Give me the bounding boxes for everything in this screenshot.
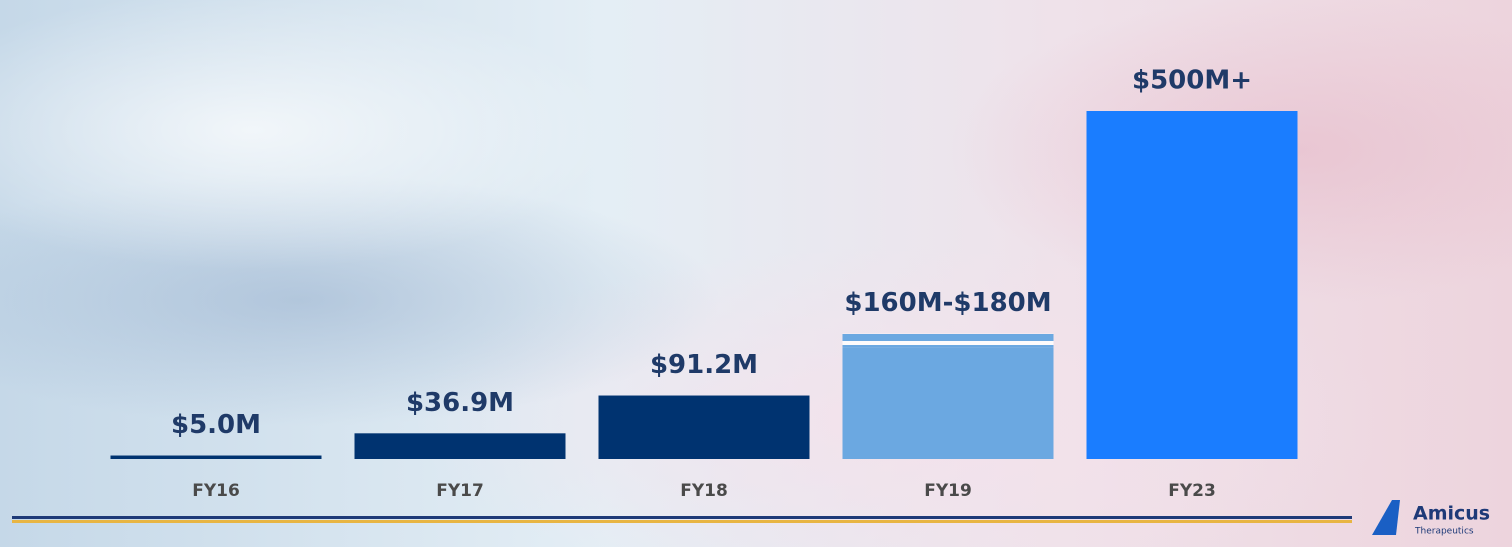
x-tick-label: FY19 bbox=[924, 481, 972, 501]
value-label: $5.0M bbox=[171, 410, 261, 440]
x-tick-label: FY23 bbox=[1168, 481, 1216, 501]
bar bbox=[110, 455, 322, 459]
footer-rule bbox=[12, 520, 1352, 523]
value-label: $36.9M bbox=[406, 388, 514, 418]
bar bbox=[842, 347, 1054, 459]
footer-rule bbox=[12, 516, 1352, 519]
logo-tagline: Therapeutics bbox=[1414, 527, 1474, 537]
value-label: $160M-$180M bbox=[844, 288, 1051, 318]
x-tick-label: FY16 bbox=[192, 481, 240, 501]
value-label: $91.2M bbox=[650, 350, 758, 380]
bar bbox=[598, 395, 810, 459]
bar bbox=[354, 433, 566, 459]
x-tick-label: FY18 bbox=[680, 481, 728, 501]
logo-name: Amicus bbox=[1413, 503, 1490, 525]
x-tick-label: FY17 bbox=[436, 481, 484, 501]
logo-mark bbox=[1372, 500, 1400, 535]
value-label: $500M+ bbox=[1132, 66, 1252, 96]
bar bbox=[1086, 111, 1298, 459]
bar-range bbox=[842, 333, 1054, 348]
